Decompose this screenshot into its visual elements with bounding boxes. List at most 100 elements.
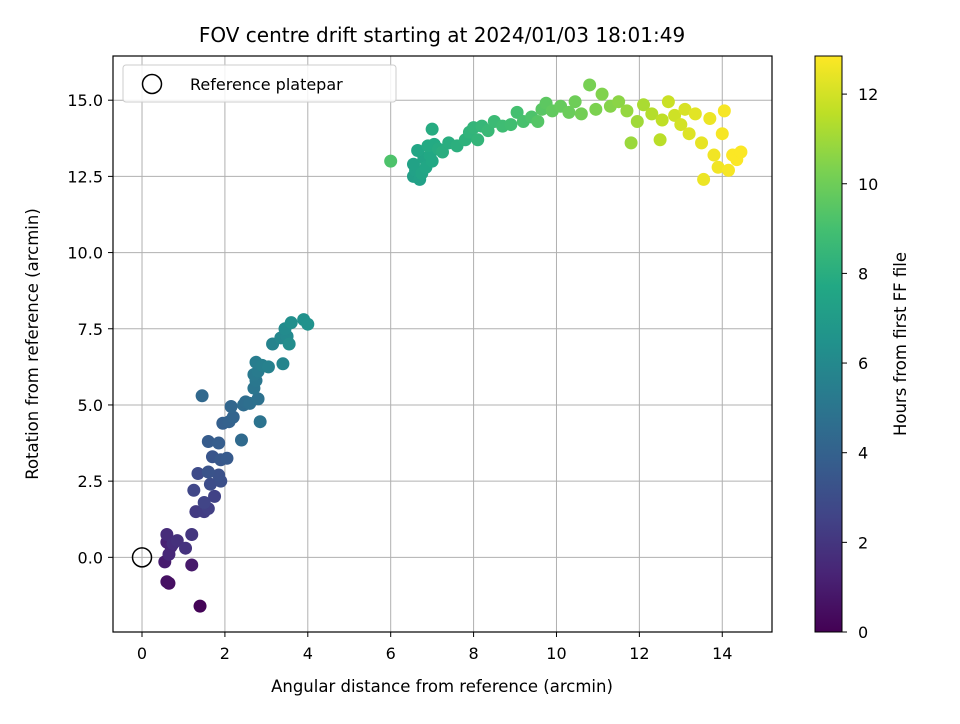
- data-point: [481, 124, 495, 138]
- colorbar-tick-label: 12: [858, 85, 878, 104]
- data-point: [668, 108, 682, 122]
- data-point: [276, 357, 290, 371]
- data-point: [212, 436, 226, 450]
- x-tick-label: 6: [386, 644, 396, 663]
- data-point: [251, 392, 265, 406]
- colorbar-tick-label: 8: [858, 264, 868, 283]
- data-point: [695, 136, 709, 150]
- data-point: [411, 143, 425, 157]
- data-point: [612, 95, 626, 109]
- data-point: [185, 558, 199, 572]
- x-tick-label: 0: [137, 644, 147, 663]
- x-tick-label: 10: [546, 644, 566, 663]
- data-point: [185, 527, 199, 541]
- data-point: [406, 157, 420, 171]
- data-point: [653, 133, 667, 147]
- data-point: [203, 477, 217, 491]
- data-point: [583, 78, 597, 92]
- colorbar-tick-label: 6: [858, 354, 868, 373]
- data-point: [471, 133, 485, 147]
- data-point: [436, 145, 449, 159]
- y-tick-label: 0.0: [78, 548, 103, 567]
- colorbar-tick-label: 0: [858, 623, 868, 642]
- data-point: [589, 102, 603, 116]
- colorbar-tick-label: 2: [858, 533, 868, 552]
- data-point: [645, 107, 659, 121]
- chart-title: FOV centre drift starting at 2024/01/03 …: [199, 23, 685, 47]
- data-point: [170, 534, 184, 548]
- data-point: [510, 105, 524, 119]
- data-point: [234, 433, 248, 447]
- data-point: [711, 160, 725, 174]
- data-point: [717, 104, 731, 118]
- x-tick-label: 2: [220, 644, 230, 663]
- data-point: [191, 467, 205, 481]
- x-tick-label: 4: [303, 644, 313, 663]
- x-axis-label: Angular distance from reference (arcmin): [271, 677, 613, 696]
- data-point: [224, 399, 238, 413]
- data-point: [707, 148, 721, 162]
- data-point: [261, 360, 275, 374]
- data-point: [715, 127, 729, 141]
- data-point: [674, 118, 688, 132]
- data-point: [568, 95, 582, 109]
- data-point: [697, 172, 711, 186]
- data-point: [630, 115, 644, 129]
- colorbar-tick-label: 4: [858, 444, 868, 463]
- reference-platepar-marker: [131, 547, 153, 568]
- data-point: [531, 115, 545, 129]
- data-point: [703, 111, 717, 125]
- data-point: [162, 547, 176, 561]
- data-point: [504, 118, 518, 132]
- y-axis-label: Rotation from reference (arcmin): [23, 208, 42, 480]
- legend-marker-icon: [141, 73, 163, 95]
- data-point: [620, 104, 634, 118]
- y-tick-label: 5.0: [78, 396, 103, 415]
- data-point: [187, 483, 201, 497]
- data-point: [595, 87, 609, 101]
- data-point: [384, 154, 398, 168]
- x-tick-label: 8: [468, 644, 478, 663]
- colorbar-tick-label: 10: [858, 175, 878, 194]
- data-point: [282, 337, 296, 351]
- y-tick-label: 7.5: [78, 320, 103, 339]
- data-point: [253, 415, 267, 429]
- data-point: [195, 389, 209, 403]
- colorbar-label: Hours from first FF file: [891, 252, 910, 436]
- data-point: [688, 107, 702, 121]
- data-point: [661, 95, 675, 109]
- data-point: [197, 495, 211, 509]
- data-point: [425, 122, 439, 136]
- grid: [113, 56, 772, 632]
- colorbar-gradient: [814, 55, 843, 633]
- data-point: [160, 527, 174, 541]
- x-tick-label: 12: [629, 644, 649, 663]
- x-tick-label: 14: [712, 644, 732, 663]
- data-point: [637, 98, 651, 112]
- data-point: [655, 113, 669, 127]
- legend-label: Reference platepar: [190, 75, 343, 94]
- data-point: [425, 154, 439, 168]
- y-tick-label: 15.0: [67, 91, 103, 110]
- data-point: [201, 465, 215, 479]
- data-point: [574, 107, 588, 121]
- data-point: [284, 316, 298, 330]
- data-point: [301, 317, 315, 331]
- y-tick-label: 2.5: [78, 472, 103, 491]
- data-point: [201, 435, 215, 449]
- data-point: [734, 145, 748, 159]
- y-tick-label: 10.0: [67, 244, 103, 263]
- data-point: [721, 163, 735, 177]
- legend: Reference platepar: [122, 64, 397, 103]
- data-point: [226, 410, 240, 424]
- scatter-points: [158, 78, 748, 613]
- y-tick-label: 12.5: [67, 167, 103, 186]
- colorbar: 0 2 4 6 8 10 12 Hours from first FF file: [814, 55, 910, 642]
- data-point: [562, 105, 576, 119]
- data-point: [193, 599, 207, 613]
- plot-frame: [112, 55, 773, 633]
- y-axis: 0.0 2.5 5.0 7.5 10.0 12.5 15.0: [67, 91, 113, 567]
- data-point: [678, 102, 692, 116]
- x-axis: 0 2 4 6 8 10 12 14: [137, 632, 732, 663]
